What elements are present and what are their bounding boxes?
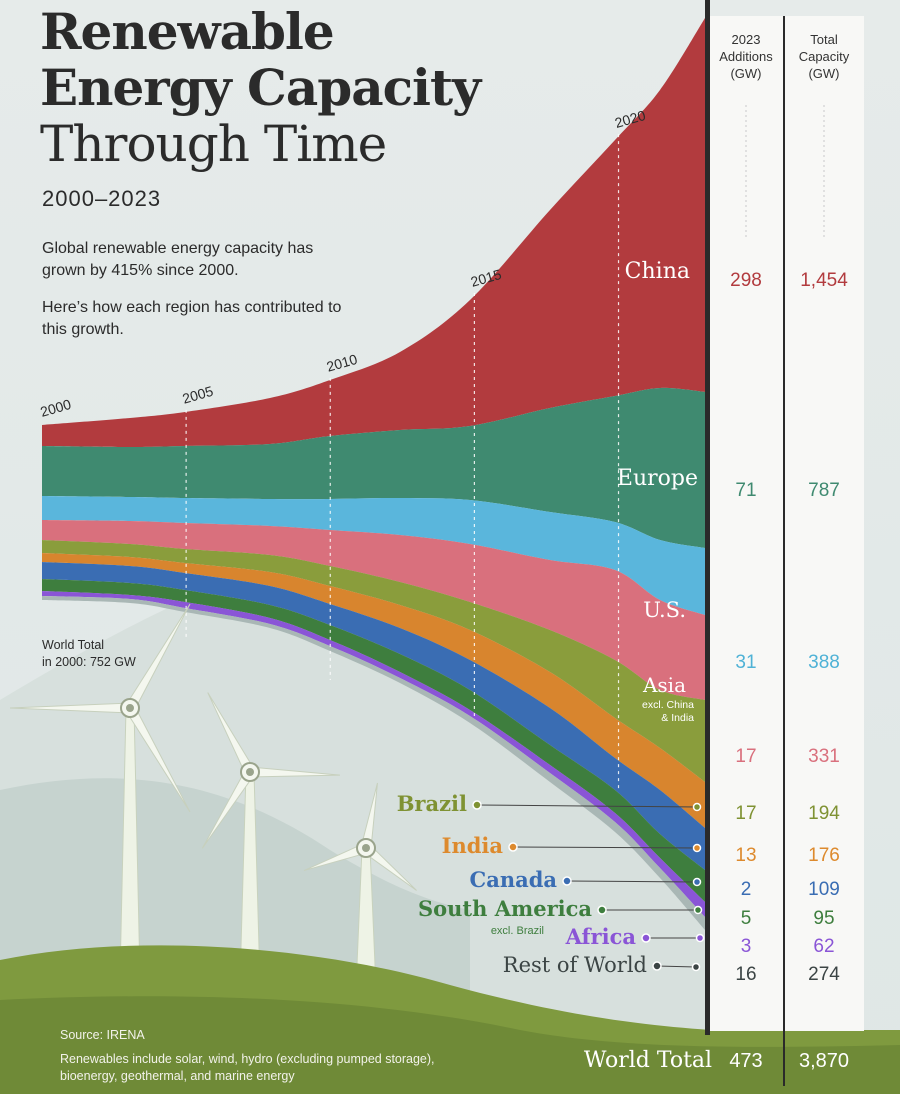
- leader-end-south-america: [693, 905, 703, 915]
- title-line2: Energy Capacity: [40, 58, 481, 117]
- total-value-canada: 109: [808, 879, 840, 900]
- additions-value-canada: 2: [741, 879, 752, 900]
- intro-text-1: Global renewable energy capacity has gro…: [42, 240, 314, 279]
- additions-value-europe: 71: [735, 480, 756, 501]
- area-band-europe: [42, 387, 705, 548]
- label-asia: Asia: [642, 673, 686, 697]
- value-columns: 298 1,454 71 787 31 388 17 331 17 194 13 176 2 109 5 95…: [730, 270, 848, 985]
- label-south-america: South America: [418, 896, 592, 921]
- world-total-2000-annotation: World Total in 2000: 752 GW: [42, 637, 136, 671]
- total-value-asia: 331: [808, 746, 840, 767]
- area-band-asia: [42, 520, 705, 700]
- region-labels: China Europe U.S. Asia excl. China& India Bra…: [397, 259, 705, 977]
- additions-header-line2: Additions: [719, 49, 773, 64]
- annotation-line1: World Total: [42, 638, 105, 652]
- leader-dot-india: [508, 842, 518, 852]
- additions-header-line1: 2023: [732, 32, 761, 47]
- leader-india: [512, 846, 698, 849]
- leader-end-rest-of-world: [691, 962, 701, 972]
- additions-value-brazil: 17: [735, 803, 756, 824]
- chart-edge-line: [705, 0, 710, 1035]
- label-india: India: [442, 833, 504, 858]
- label-brazil: Brazil: [397, 791, 467, 816]
- total-header-line1: Total: [810, 32, 838, 47]
- footnote-line1: Renewables include solar, wind, hydro (e…: [60, 1052, 435, 1066]
- total-value-africa: 62: [813, 936, 834, 957]
- leader-dot-brazil: [472, 800, 482, 810]
- label-china: China: [625, 259, 690, 284]
- total-value-brazil: 194: [808, 803, 840, 824]
- area-band-u-s-: [42, 496, 705, 615]
- leader-brazil: [476, 804, 698, 808]
- leader-canada: [566, 880, 698, 883]
- leader-end-africa: [695, 933, 705, 943]
- total-value-rest-of-world: 274: [808, 964, 840, 985]
- leader-end-canada: [692, 877, 702, 887]
- leader-rest-of-world: [656, 965, 697, 968]
- additions-value-u-s-: 31: [735, 652, 756, 673]
- additions-header-line3: (GW): [730, 66, 761, 81]
- area-band-canada: [42, 562, 705, 870]
- world-total-label: World Total: [584, 1048, 712, 1073]
- additions-value-asia: 17: [735, 746, 756, 767]
- leader-dot-canada: [562, 876, 572, 886]
- additions-value-india: 13: [735, 845, 756, 866]
- additions-value-china: 298: [730, 270, 762, 291]
- area-band-south-america: [42, 579, 705, 902]
- label-u-s-: U.S.: [643, 598, 686, 622]
- stream-bands: [42, 18, 705, 930]
- additions-value-rest-of-world: 16: [735, 964, 756, 985]
- sublabel-south-america: excl. Brazil: [491, 925, 544, 937]
- intro-text-2: Here’s how each region has contributed t…: [42, 299, 342, 338]
- sublabel-asia-2: & India: [661, 712, 694, 724]
- label-rest-of-world: Rest of World: [503, 953, 647, 977]
- leader-dot-rest-of-world: [652, 961, 662, 971]
- leader-end-brazil: [692, 802, 702, 812]
- leader-end-india: [692, 843, 702, 853]
- additions-value-africa: 3: [741, 936, 752, 957]
- total-value-china: 1,454: [800, 270, 848, 291]
- world-total-additions: 473: [729, 1050, 762, 1072]
- column-divider: [783, 16, 785, 1086]
- sublabel-asia-1: excl. China: [642, 699, 694, 711]
- total-value-u-s-: 388: [808, 652, 840, 673]
- total-header-line2: Capacity: [799, 49, 850, 64]
- leader-dot-africa: [641, 933, 651, 943]
- label-europe: Europe: [617, 466, 698, 491]
- turbine-small: [303, 782, 417, 989]
- label-canada: Canada: [470, 867, 558, 892]
- annotation-line2: in 2000: 752 GW: [42, 655, 136, 669]
- additions-value-south-america: 5: [741, 908, 752, 929]
- area-band-brazil: [42, 540, 705, 782]
- source-note: Source: IRENA: [60, 1028, 145, 1042]
- title-line3: Through Time: [40, 115, 387, 173]
- label-africa: Africa: [565, 924, 637, 949]
- turbine-medium: [201, 692, 340, 983]
- total-header-line3: (GW): [808, 66, 839, 81]
- total-value-europe: 787: [808, 480, 840, 501]
- subtitle: 2000–2023: [42, 186, 162, 211]
- foreground-hill-dark: [0, 996, 900, 1094]
- leader-dot-south-america: [597, 905, 607, 915]
- world-total-capacity: 3,870: [799, 1050, 849, 1072]
- wind-turbines: [9, 603, 417, 989]
- title-line1: Renewable: [40, 2, 335, 61]
- turbine-large: [9, 603, 191, 977]
- total-value-south-america: 95: [813, 908, 834, 929]
- total-value-india: 176: [808, 845, 840, 866]
- area-band-china: [42, 18, 705, 447]
- area-band-india: [42, 553, 705, 828]
- footnote-line2: bioenergy, geothermal, and marine energy: [60, 1069, 295, 1083]
